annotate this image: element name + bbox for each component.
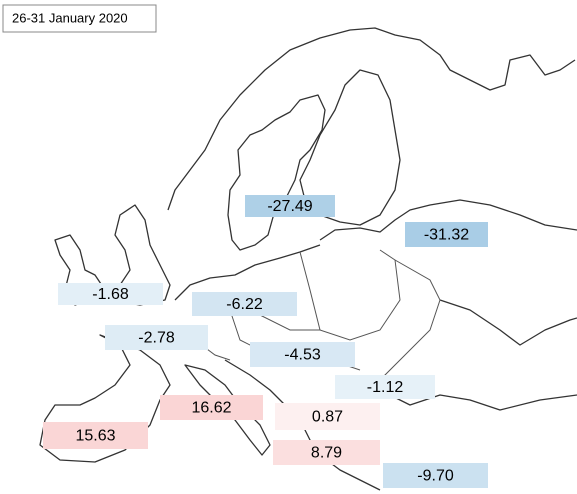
value-box — [250, 342, 355, 367]
value-label: -6.22 — [226, 296, 263, 313]
value-label: 8.79 — [311, 445, 342, 462]
value-label: -27.49 — [267, 198, 312, 215]
value-box — [275, 403, 380, 430]
value-label: -2.78 — [138, 330, 175, 347]
value-box — [105, 325, 208, 350]
title-box — [2, 4, 157, 33]
value-label: -31.32 — [424, 227, 469, 244]
value-label: -4.53 — [284, 347, 321, 364]
value-box — [245, 195, 335, 217]
value-box — [273, 440, 380, 465]
value-label: -1.68 — [92, 286, 129, 303]
value-label: -9.70 — [417, 468, 454, 485]
value-box — [192, 292, 297, 316]
value-box — [160, 395, 263, 420]
value-label: 0.87 — [312, 409, 343, 426]
value-box — [335, 375, 435, 399]
value-label: -1.12 — [367, 379, 404, 396]
value-label: 15.63 — [75, 428, 115, 445]
value-box — [58, 283, 163, 305]
map-title: 26-31 January 2020 — [12, 10, 128, 25]
value-box — [405, 222, 488, 247]
value-box — [43, 422, 148, 449]
value-box — [383, 463, 488, 488]
value-label: 16.62 — [191, 400, 231, 417]
